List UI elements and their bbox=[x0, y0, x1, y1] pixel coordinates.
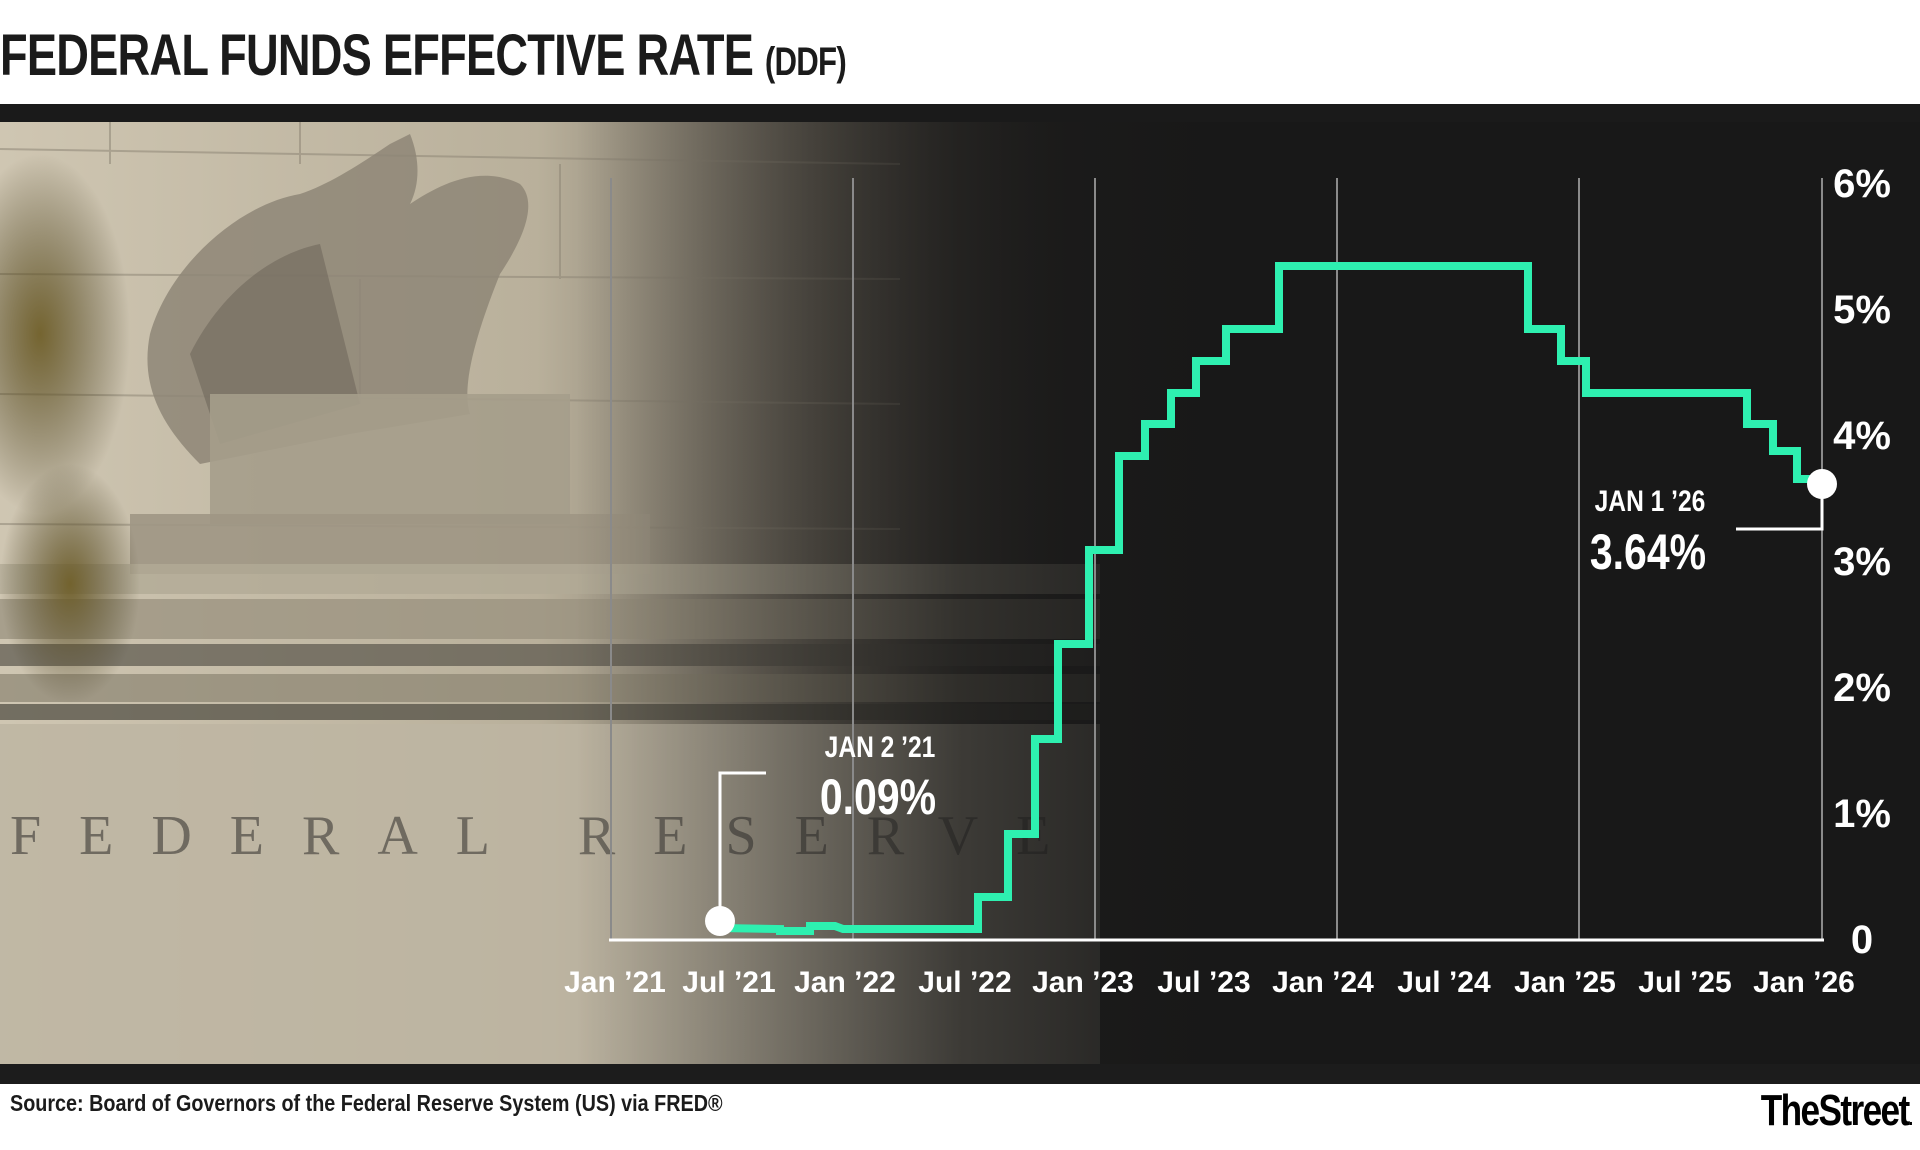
x-tick-jul-25: Jul ’25 bbox=[1638, 966, 1731, 999]
end-value-label: 3.64% bbox=[1590, 524, 1706, 580]
chart-title-text: FEDERAL FUNDS EFFECTIVE RATE bbox=[0, 23, 754, 88]
y-tick-6: 6% bbox=[1833, 162, 1891, 206]
y-tick-5: 5% bbox=[1833, 288, 1891, 332]
logo-dot: . bbox=[1909, 1108, 1913, 1130]
end-annotation: JAN 1 ’26 3.64% bbox=[1590, 469, 1837, 580]
x-tick-jan-23: Jan ’23 bbox=[1032, 966, 1134, 999]
end-point-marker bbox=[1807, 469, 1837, 499]
y-tick-1: 1% bbox=[1833, 792, 1891, 836]
chart-title-suffix: (DDF) bbox=[764, 40, 847, 84]
y-tick-3: 3% bbox=[1833, 540, 1891, 584]
x-axis-labels: Jan ’21 Jul ’21 Jan ’22 Jul ’22 Jan ’23 … bbox=[564, 966, 1855, 999]
start-point-marker bbox=[705, 906, 735, 936]
start-value-label: 0.09% bbox=[820, 769, 936, 825]
background-photo: FEDERAL RESERVE bbox=[0, 104, 1920, 1084]
thestreet-logo: TheStreet. bbox=[1761, 1086, 1913, 1136]
start-date-label: JAN 2 ’21 bbox=[825, 730, 936, 764]
x-tick-jul-21: Jul ’21 bbox=[682, 966, 775, 999]
y-tick-0: 0 bbox=[1851, 918, 1873, 962]
x-tick-jan-21: Jan ’21 bbox=[564, 966, 666, 999]
gridlines bbox=[610, 178, 1823, 939]
y-axis-labels: 0 1% 2% 3% 4% 5% 6% bbox=[1833, 162, 1891, 962]
y-tick-2: 2% bbox=[1833, 666, 1891, 710]
y-tick-4: 4% bbox=[1833, 414, 1891, 458]
footer: Source: Board of Governors of the Federa… bbox=[0, 1084, 1920, 1150]
x-tick-jan-22: Jan ’22 bbox=[794, 966, 896, 999]
source-note: Source: Board of Governors of the Federa… bbox=[10, 1090, 723, 1116]
x-tick-jul-23: Jul ’23 bbox=[1157, 966, 1250, 999]
rate-step-line bbox=[719, 262, 1822, 935]
x-tick-jan-26: Jan ’26 bbox=[1753, 966, 1855, 999]
title-bar: FEDERAL FUNDS EFFECTIVE RATE (DDF) bbox=[0, 0, 1920, 104]
end-date-label: JAN 1 ’26 bbox=[1595, 484, 1706, 518]
end-leader-line bbox=[1736, 485, 1824, 531]
x-tick-jan-24: Jan ’24 bbox=[1272, 966, 1374, 999]
x-tick-jul-24: Jul ’24 bbox=[1397, 966, 1491, 999]
start-leader-line bbox=[718, 771, 766, 924]
logo-text: TheStreet bbox=[1761, 1086, 1911, 1135]
x-tick-jul-22: Jul ’22 bbox=[918, 966, 1011, 999]
chart-panel: FEDERAL RESERVE bbox=[0, 104, 1920, 1084]
start-annotation: JAN 2 ’21 0.09% bbox=[705, 730, 936, 936]
x-tick-jan-25: Jan ’25 bbox=[1514, 966, 1616, 999]
chart-title: FEDERAL FUNDS EFFECTIVE RATE (DDF) bbox=[0, 22, 847, 89]
